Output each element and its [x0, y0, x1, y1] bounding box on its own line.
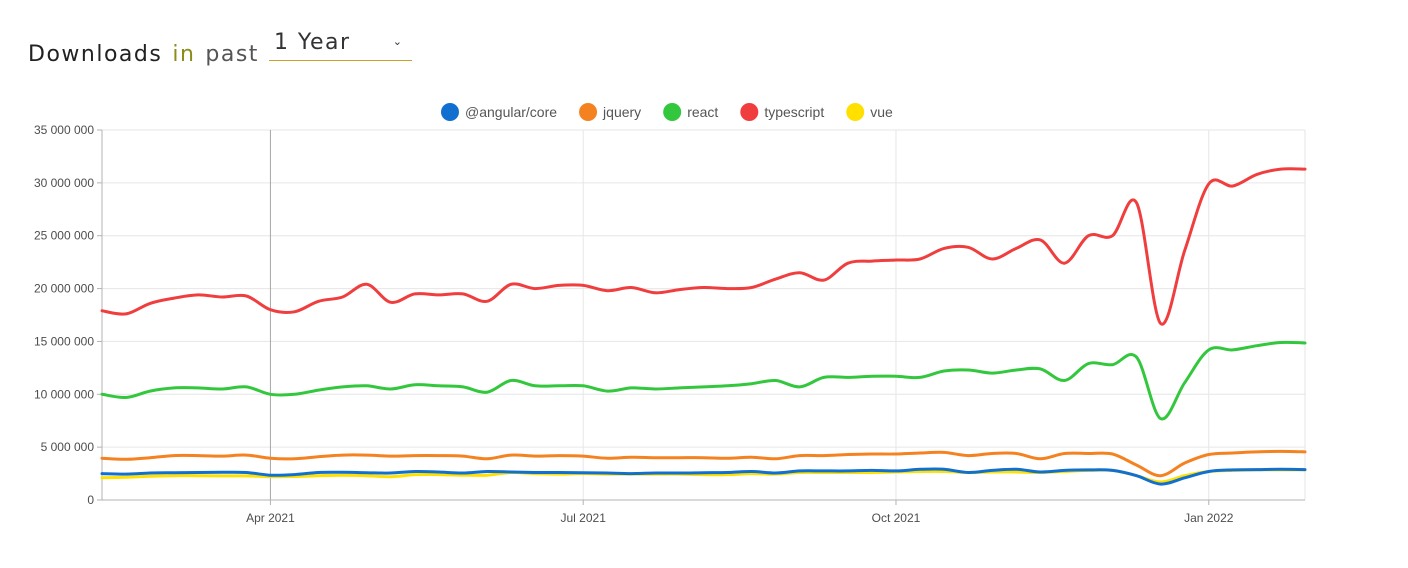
series-line-jquery — [100, 449, 1307, 478]
chevron-down-icon: ⌄ — [392, 35, 402, 48]
legend-label-react: react — [687, 104, 718, 120]
legend-item-typescript[interactable]: typescript — [740, 103, 824, 121]
legend-label-jquery: jquery — [602, 104, 641, 120]
legend-item-react[interactable]: react — [663, 103, 718, 121]
y-axis: 0 5 000 000 10 000 000 15 000 000 20 000 000… — [34, 123, 103, 507]
past-label: past — [205, 42, 259, 67]
y-tick-label: 25 000 000 — [34, 229, 94, 243]
legend-item-angular-core[interactable]: @angular/core — [441, 103, 557, 121]
legend-label-angular-core: @angular/core — [465, 104, 557, 120]
y-tick-label: 15 000 000 — [34, 334, 94, 348]
in-label: in — [172, 42, 196, 67]
x-tick-label: Jan 2022 — [1184, 511, 1234, 525]
legend-swatch-vue — [846, 103, 865, 121]
x-tick-label: Oct 2021 — [872, 511, 921, 525]
chart-lines — [100, 167, 1307, 486]
y-tick-label: 0 — [87, 493, 94, 507]
y-tick-label: 10 000 000 — [34, 387, 94, 401]
chart-grid — [102, 129, 1306, 501]
legend-swatch-jquery — [579, 103, 598, 121]
x-axis: Apr 2021 Jul 2021 Oct 2021 Jan 2022 — [102, 499, 1305, 525]
legend-label-typescript: typescript — [764, 104, 824, 120]
x-tick-label: Jul 2021 — [561, 511, 607, 525]
legend-swatch-angular-core — [441, 103, 459, 121]
legend-swatch-typescript — [740, 103, 759, 121]
legend-swatch-react — [663, 103, 682, 121]
y-tick-label: 35 000 000 — [34, 123, 94, 137]
downloads-title: Downloads — [28, 42, 163, 67]
y-tick-label: 30 000 000 — [34, 176, 94, 190]
period-select[interactable]: 1 Year ⌄ — [268, 30, 412, 61]
series-line-angular-core — [100, 467, 1307, 486]
x-tick-label: Apr 2021 — [246, 511, 295, 525]
legend-item-vue[interactable]: vue — [846, 103, 893, 121]
legend-label-vue: vue — [870, 104, 893, 120]
downloads-header: Downloads in past 1 Year ⌄ — [28, 30, 412, 67]
period-select-value: 1 Year — [273, 30, 351, 55]
chart-legend: @angular/core jquery react typescript vue — [441, 103, 893, 121]
series-line-typescript — [100, 167, 1307, 326]
y-tick-label: 20 000 000 — [34, 282, 94, 296]
series-line-react — [100, 340, 1307, 421]
legend-item-jquery[interactable]: jquery — [579, 103, 641, 121]
y-tick-label: 5 000 000 — [41, 440, 95, 454]
